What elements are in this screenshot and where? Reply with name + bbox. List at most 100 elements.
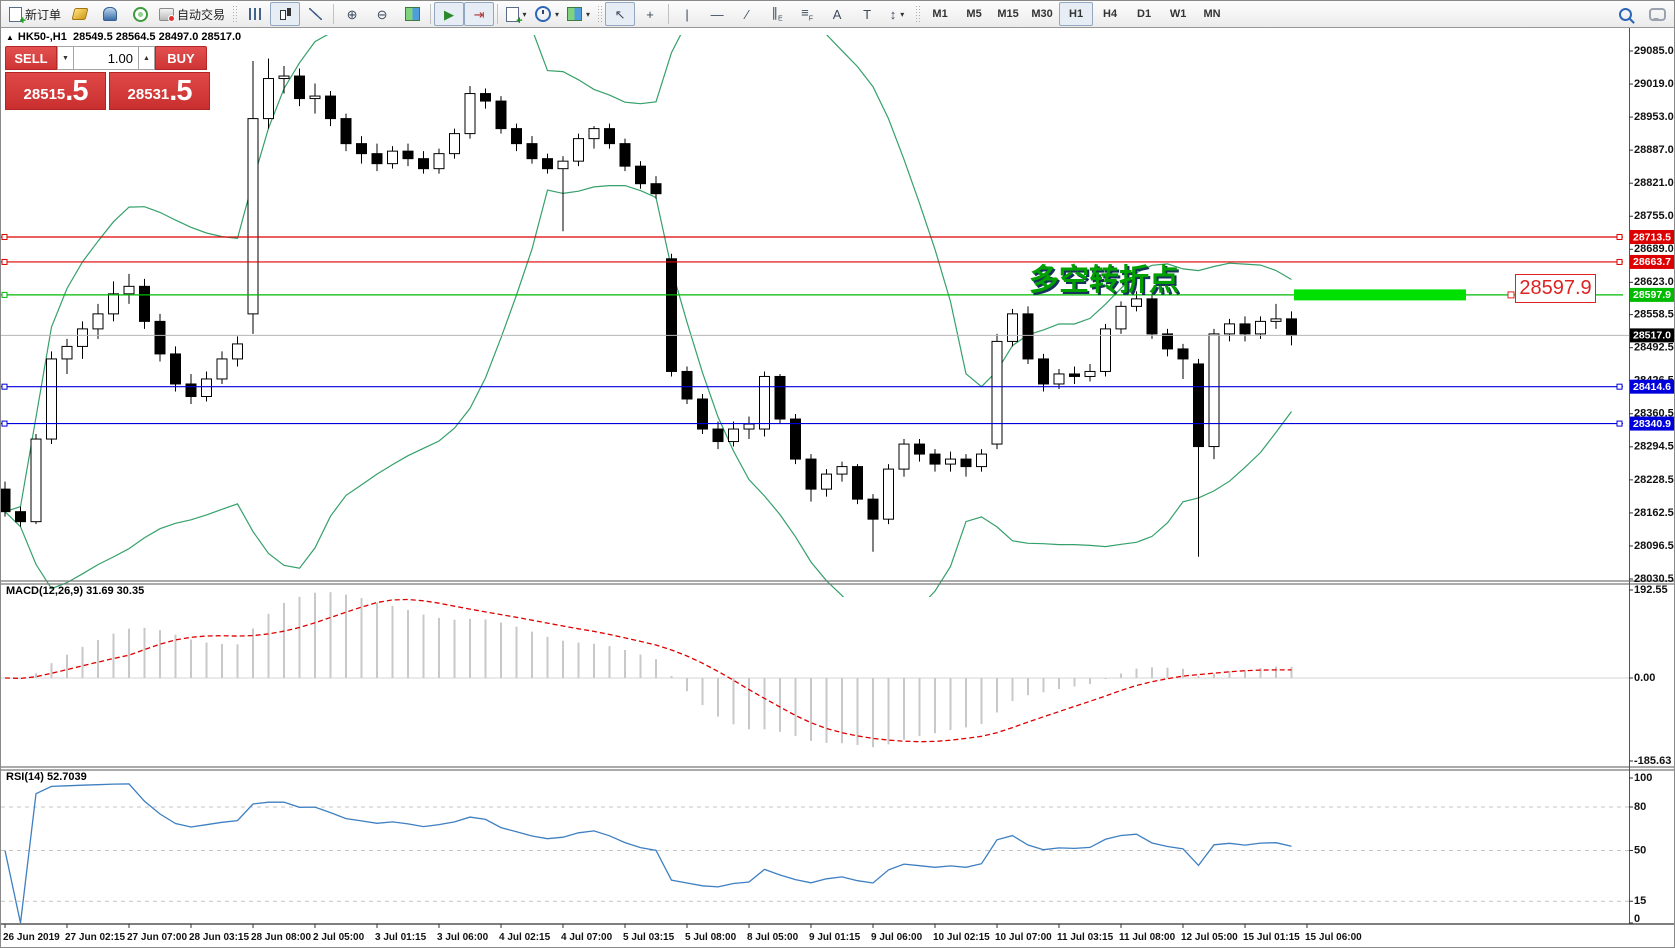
crosshair-tool-button[interactable]: + [635,2,665,26]
toolbar-grip[interactable] [915,5,921,23]
bar-chart-icon [249,8,262,20]
cursor-tool-button[interactable]: ↖ [605,2,636,26]
toolbar-separator [430,4,432,24]
candle-bullish [1053,373,1065,385]
chart-window[interactable]: 29085.0 29019.0 28953.0 28887.0 28821.0 28755… [1,28,1675,948]
chevron-down-icon: ▾ [522,9,527,19]
add-indicator-button[interactable]: ▾ [501,2,531,27]
toolbar-grip[interactable] [232,5,238,23]
price-callout-label[interactable]: 28597.9 [1515,274,1596,303]
candlestick-chart-icon [279,7,292,21]
templates-button[interactable]: ▾ [563,2,594,26]
candle-bearish [1022,313,1034,360]
sell-price-fraction: .5 [65,75,88,107]
zoom-in-icon: ⊕ [346,6,358,22]
timeframe-m1-button[interactable]: M1 [932,8,948,20]
bar-chart-button[interactable] [240,2,270,26]
candle-bullish [759,375,770,430]
candle-bearish [697,398,708,430]
horizontal-line-tool-button[interactable]: — [702,2,732,26]
candle-bearish [371,153,383,165]
line-anchor [1,234,8,241]
trendline-tool-button[interactable]: ∕ [732,2,762,26]
new-order-label: 新订单 [25,7,62,22]
timeframe-w1-button[interactable]: W1 [1169,8,1187,20]
terminal-button[interactable] [95,2,125,26]
collapse-trade-panel-icon[interactable]: ▲ [6,33,14,42]
candle-bearish [914,443,925,455]
price-axis-tick: 28755.0 [1634,210,1674,222]
timeframe-m5-button[interactable]: M5 [966,8,982,20]
search-button[interactable] [1612,2,1642,26]
timeframe-h1-button[interactable]: H1 [1059,2,1094,26]
candle-bearish [139,285,150,322]
buy-price-main: 28531 [127,86,170,103]
price-axis-tick: 28953.0 [1634,111,1674,123]
vertical-line-tool-button[interactable]: | [672,2,702,26]
auto-scroll-button[interactable]: ▶ [434,2,465,26]
timeframe-mn-button[interactable]: MN [1203,8,1221,20]
market-watch-button[interactable] [65,2,95,26]
fibonacci-tool-button[interactable]: ≡F [792,2,822,26]
candle-bearish [495,100,507,130]
search-icon [1618,7,1632,21]
rsi-axis-tick: 50 [1634,844,1646,856]
arrows-tool-button[interactable]: ↕ ▾ [882,2,912,26]
candle-bullish [92,313,104,330]
buy-button[interactable]: BUY [155,46,207,70]
candle-bullish [1208,333,1220,448]
candle-bearish [185,383,197,397]
channel-tool-button[interactable]: ∥E [762,2,792,26]
timeframe-m30-button[interactable]: M30 [1031,8,1053,20]
time-axis-label: 12 Jul 05:00 [1181,932,1238,943]
timeframe-h4-button[interactable]: H4 [1103,8,1118,20]
time-axis-label: 27 Jun 02:15 [65,932,125,943]
text-label-tool-button[interactable]: T [852,2,882,26]
text-tool-button[interactable]: A [822,2,852,26]
line-chart-button[interactable] [300,2,330,26]
main-price-panel[interactable] [1,28,1297,629]
macd-signal-line [4,598,1292,743]
signals-button[interactable] [125,2,155,26]
volume-decrease-button[interactable]: ▼ [57,46,74,70]
candle-bearish [1,488,11,513]
candle-bullish [573,138,584,162]
time-axis-label: 27 Jun 07:00 [127,932,187,943]
price-tag: 28713.5 [1630,230,1674,245]
chart-plot[interactable]: 29085.0 29019.0 28953.0 28887.0 28821.0 28755… [1,28,1675,948]
chart-shift-button[interactable]: ⇥ [464,2,495,26]
rsi-axis-tick: 100 [1634,772,1652,784]
line-anchor [1616,258,1623,265]
chat-button[interactable] [1642,2,1672,26]
sell-button[interactable]: SELL [5,46,57,70]
periods-button[interactable]: ▾ [531,2,563,26]
auto-trading-button[interactable]: 自动交易 [155,2,229,26]
volume-increase-button[interactable]: ▲ [138,46,155,70]
candle-bearish [511,128,522,145]
buy-price-quote[interactable]: 28531.5 [109,72,210,110]
timeframe-d1-button[interactable]: D1 [1137,8,1152,20]
candle-bearish [325,95,336,120]
timeframe-m15-button[interactable]: M15 [997,8,1019,20]
time-axis-label: 8 Jul 05:00 [747,932,799,943]
zoom-in-button[interactable]: ⊕ [337,2,367,26]
candle-bearish [480,93,491,102]
macd-indicator-label: MACD(12,26,9) 31.69 30.35 [6,585,145,597]
candlestick-chart-button[interactable] [270,2,301,26]
price-tag: 28663.7 [1630,254,1674,269]
toolbar-separator [333,4,335,24]
highlight-bar-object[interactable] [1294,289,1466,301]
price-tag: 28597.9 [1630,287,1674,302]
sell-price-quote[interactable]: 28515.5 [5,72,106,110]
chart-text-annotation[interactable]: 多空转折点 [1029,263,1179,298]
new-order-button[interactable]: 新订单 [5,2,65,27]
tile-windows-button[interactable] [397,2,427,26]
price-axis-tick: 28162.5 [1634,507,1674,519]
candle-bullish [464,93,476,135]
sell-price-main: 28515 [23,86,66,103]
time-axis-label: 28 Jun 03:15 [189,932,249,943]
volume-input[interactable]: 1.00 [74,46,138,70]
toolbar-grip[interactable] [597,5,603,23]
zoom-out-button[interactable]: ⊖ [367,2,397,26]
svg-text:28517.0: 28517.0 [1633,330,1671,342]
